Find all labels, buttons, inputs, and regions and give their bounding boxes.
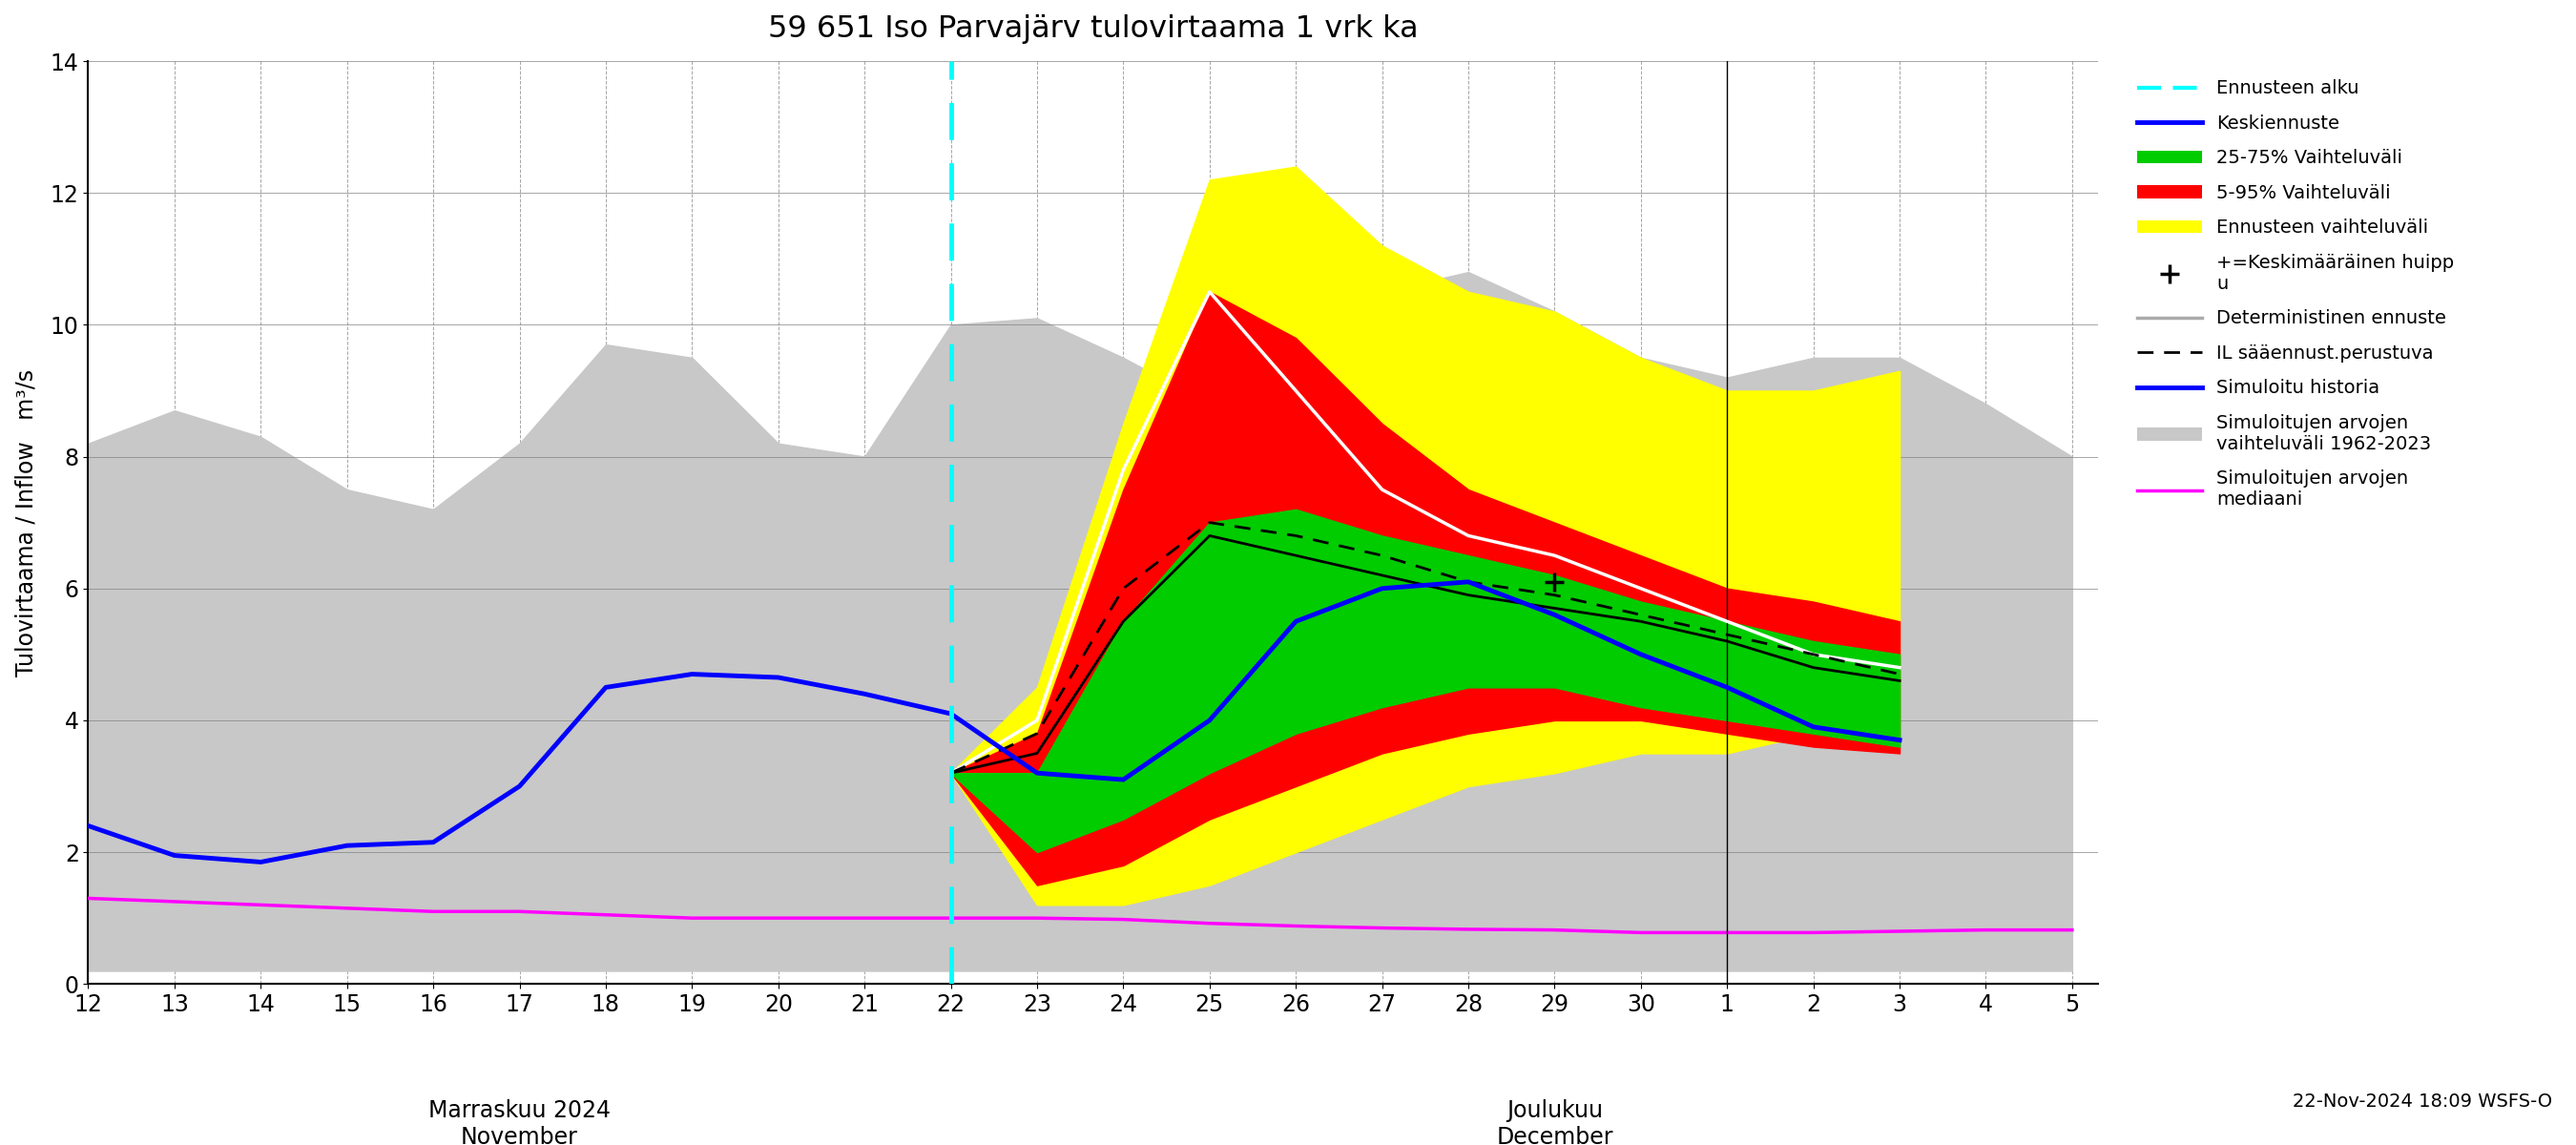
Text: Joulukuu
December: Joulukuu December [1497,1099,1613,1145]
Legend: Ennusteen alku, Keskiennuste, 25-75% Vaihteluväli, 5-95% Vaihteluväli, Ennusteen: Ennusteen alku, Keskiennuste, 25-75% Vai… [2128,70,2463,519]
Text: 22-Nov-2024 18:09 WSFS-O: 22-Nov-2024 18:09 WSFS-O [2293,1092,2553,1111]
Y-axis label: Tulovirtaama / Inflow   m³/s: Tulovirtaama / Inflow m³/s [15,369,36,677]
Text: Marraskuu 2024
November: Marraskuu 2024 November [428,1099,611,1145]
Title: 59 651 Iso Parvajärv tulovirtaama 1 vrk ka: 59 651 Iso Parvajärv tulovirtaama 1 vrk … [768,14,1419,44]
